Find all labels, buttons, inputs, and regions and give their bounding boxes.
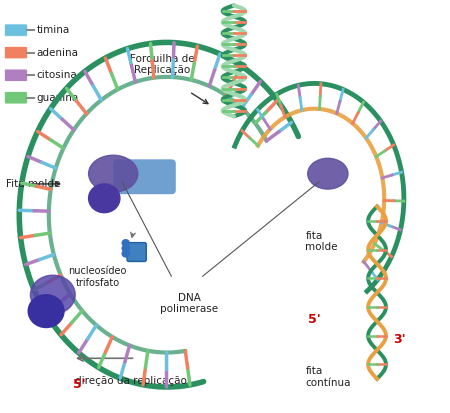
Text: timina: timina [36,25,69,35]
Circle shape [89,184,120,213]
Text: guanina: guanina [36,93,78,103]
Text: adenina: adenina [36,47,78,58]
FancyBboxPatch shape [4,47,27,59]
FancyBboxPatch shape [127,242,146,261]
FancyBboxPatch shape [113,159,176,194]
Text: direção da replicação: direção da replicação [75,376,187,386]
Text: Fita molde: Fita molde [6,179,60,189]
Text: fita
contínua: fita contínua [306,366,351,387]
Text: DNA
polimerase: DNA polimerase [160,293,218,314]
Ellipse shape [308,158,348,189]
FancyBboxPatch shape [4,69,27,81]
Text: 3': 3' [393,333,406,347]
Circle shape [122,245,129,252]
FancyBboxPatch shape [4,92,27,104]
FancyBboxPatch shape [4,24,27,36]
Text: citosina: citosina [36,70,77,80]
Text: 5': 5' [73,378,86,392]
Ellipse shape [31,275,75,314]
Text: nucleosídeo
trifosfato: nucleosídeo trifosfato [68,266,127,287]
Text: 5': 5' [308,313,321,326]
Circle shape [122,240,129,246]
Text: Forquilha de
Replicação: Forquilha de Replicação [130,54,195,75]
Circle shape [28,295,64,328]
Ellipse shape [89,155,138,192]
Text: fita
molde: fita molde [306,230,338,252]
Circle shape [122,250,129,257]
